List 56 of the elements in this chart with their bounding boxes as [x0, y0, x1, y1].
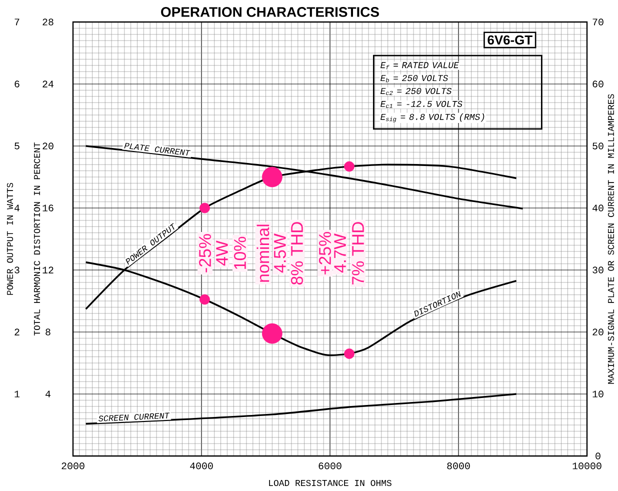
- y2-tick-label: 2: [14, 328, 20, 336]
- x-tick-label: 8000: [447, 462, 470, 470]
- y-tick-label: 16: [42, 204, 54, 212]
- y-tick-label: 12: [42, 266, 54, 274]
- annotation: E$_{c2}$ = 250 VOLTS: [380, 88, 452, 96]
- y2-tick-label: 7: [14, 18, 20, 26]
- chart-title: OPERATION CHARACTERISTICS: [161, 7, 379, 17]
- x-tick-label: 6000: [318, 462, 342, 470]
- series-label: SCREEN CURRENT: [98, 412, 170, 422]
- y3-tick-label: 60: [592, 80, 604, 88]
- annotation: nominal: [256, 224, 270, 282]
- annotation: E$_{c1}$ = -12.5 VOLTS: [380, 100, 462, 108]
- annotation: E$_{f}$ = RATED VALUE: [380, 62, 459, 70]
- point: [200, 202, 210, 214]
- y2-tick-label: 6: [14, 80, 20, 88]
- point: [262, 323, 282, 344]
- y-tick-label: 4: [46, 390, 50, 398]
- y3-tick-label: 50: [592, 142, 604, 150]
- y-tick-label: 28: [42, 18, 54, 26]
- line-series: [85, 393, 518, 425]
- y2-tick-label: 1: [14, 390, 20, 398]
- y2-axis-title: POWER OUTPUT IN WATTS: [6, 182, 14, 295]
- y-axis-title: TOTAL HARMONIC DISTORTION IN PERCENT: [34, 142, 40, 336]
- point: [200, 294, 210, 305]
- text: PLATE CURRENT: [124, 142, 190, 156]
- y-tick-label: 20: [42, 142, 54, 150]
- y2-tick-label: 5: [14, 142, 20, 150]
- annotation: 4W: [216, 240, 228, 266]
- point: [262, 166, 282, 188]
- x-tick-label: 2000: [62, 462, 84, 470]
- annotation: E$_{sig}$ = 8.8 VOLTS (RMS): [380, 113, 484, 122]
- annotation: 8% THD: [290, 222, 303, 285]
- y3-axis-title: MAXIMUM-SIGNAL PLATE OR SCREEN CURRENT IN MILLIAMPERES: [608, 94, 614, 384]
- annotation: 7% THD: [352, 222, 364, 284]
- y3-tick-label: 10: [592, 390, 604, 398]
- annotation: 10%: [234, 236, 246, 269]
- y2-tick-label: 3: [14, 266, 20, 274]
- annotation: E$_{b}$ = 250 VOLTS: [380, 75, 448, 82]
- annotation: 4.5W: [274, 234, 286, 273]
- annotation: 4.7W: [334, 234, 346, 273]
- x-tick-label: 4000: [190, 462, 213, 470]
- annotation: +25%: [318, 232, 331, 274]
- annotation: -25%: [199, 234, 212, 272]
- y-tick-label: 8: [46, 328, 50, 336]
- y2-tick-label: 4: [14, 204, 20, 212]
- y-tick-label: 24: [42, 80, 54, 88]
- point: [344, 161, 354, 172]
- y3-tick-label: 40: [592, 204, 604, 212]
- y3-tick-label: 20: [592, 328, 604, 336]
- y3-tick-label: 0: [596, 452, 600, 460]
- x-axis-title: LOAD RESISTANCE IN OHMS: [269, 480, 392, 486]
- point: [344, 348, 354, 359]
- y3-tick-label: 30: [592, 266, 604, 274]
- y3-tick-label: 70: [592, 18, 604, 26]
- x-tick-label: 10000: [572, 462, 602, 470]
- annotation: 6V6-GT: [488, 35, 532, 45]
